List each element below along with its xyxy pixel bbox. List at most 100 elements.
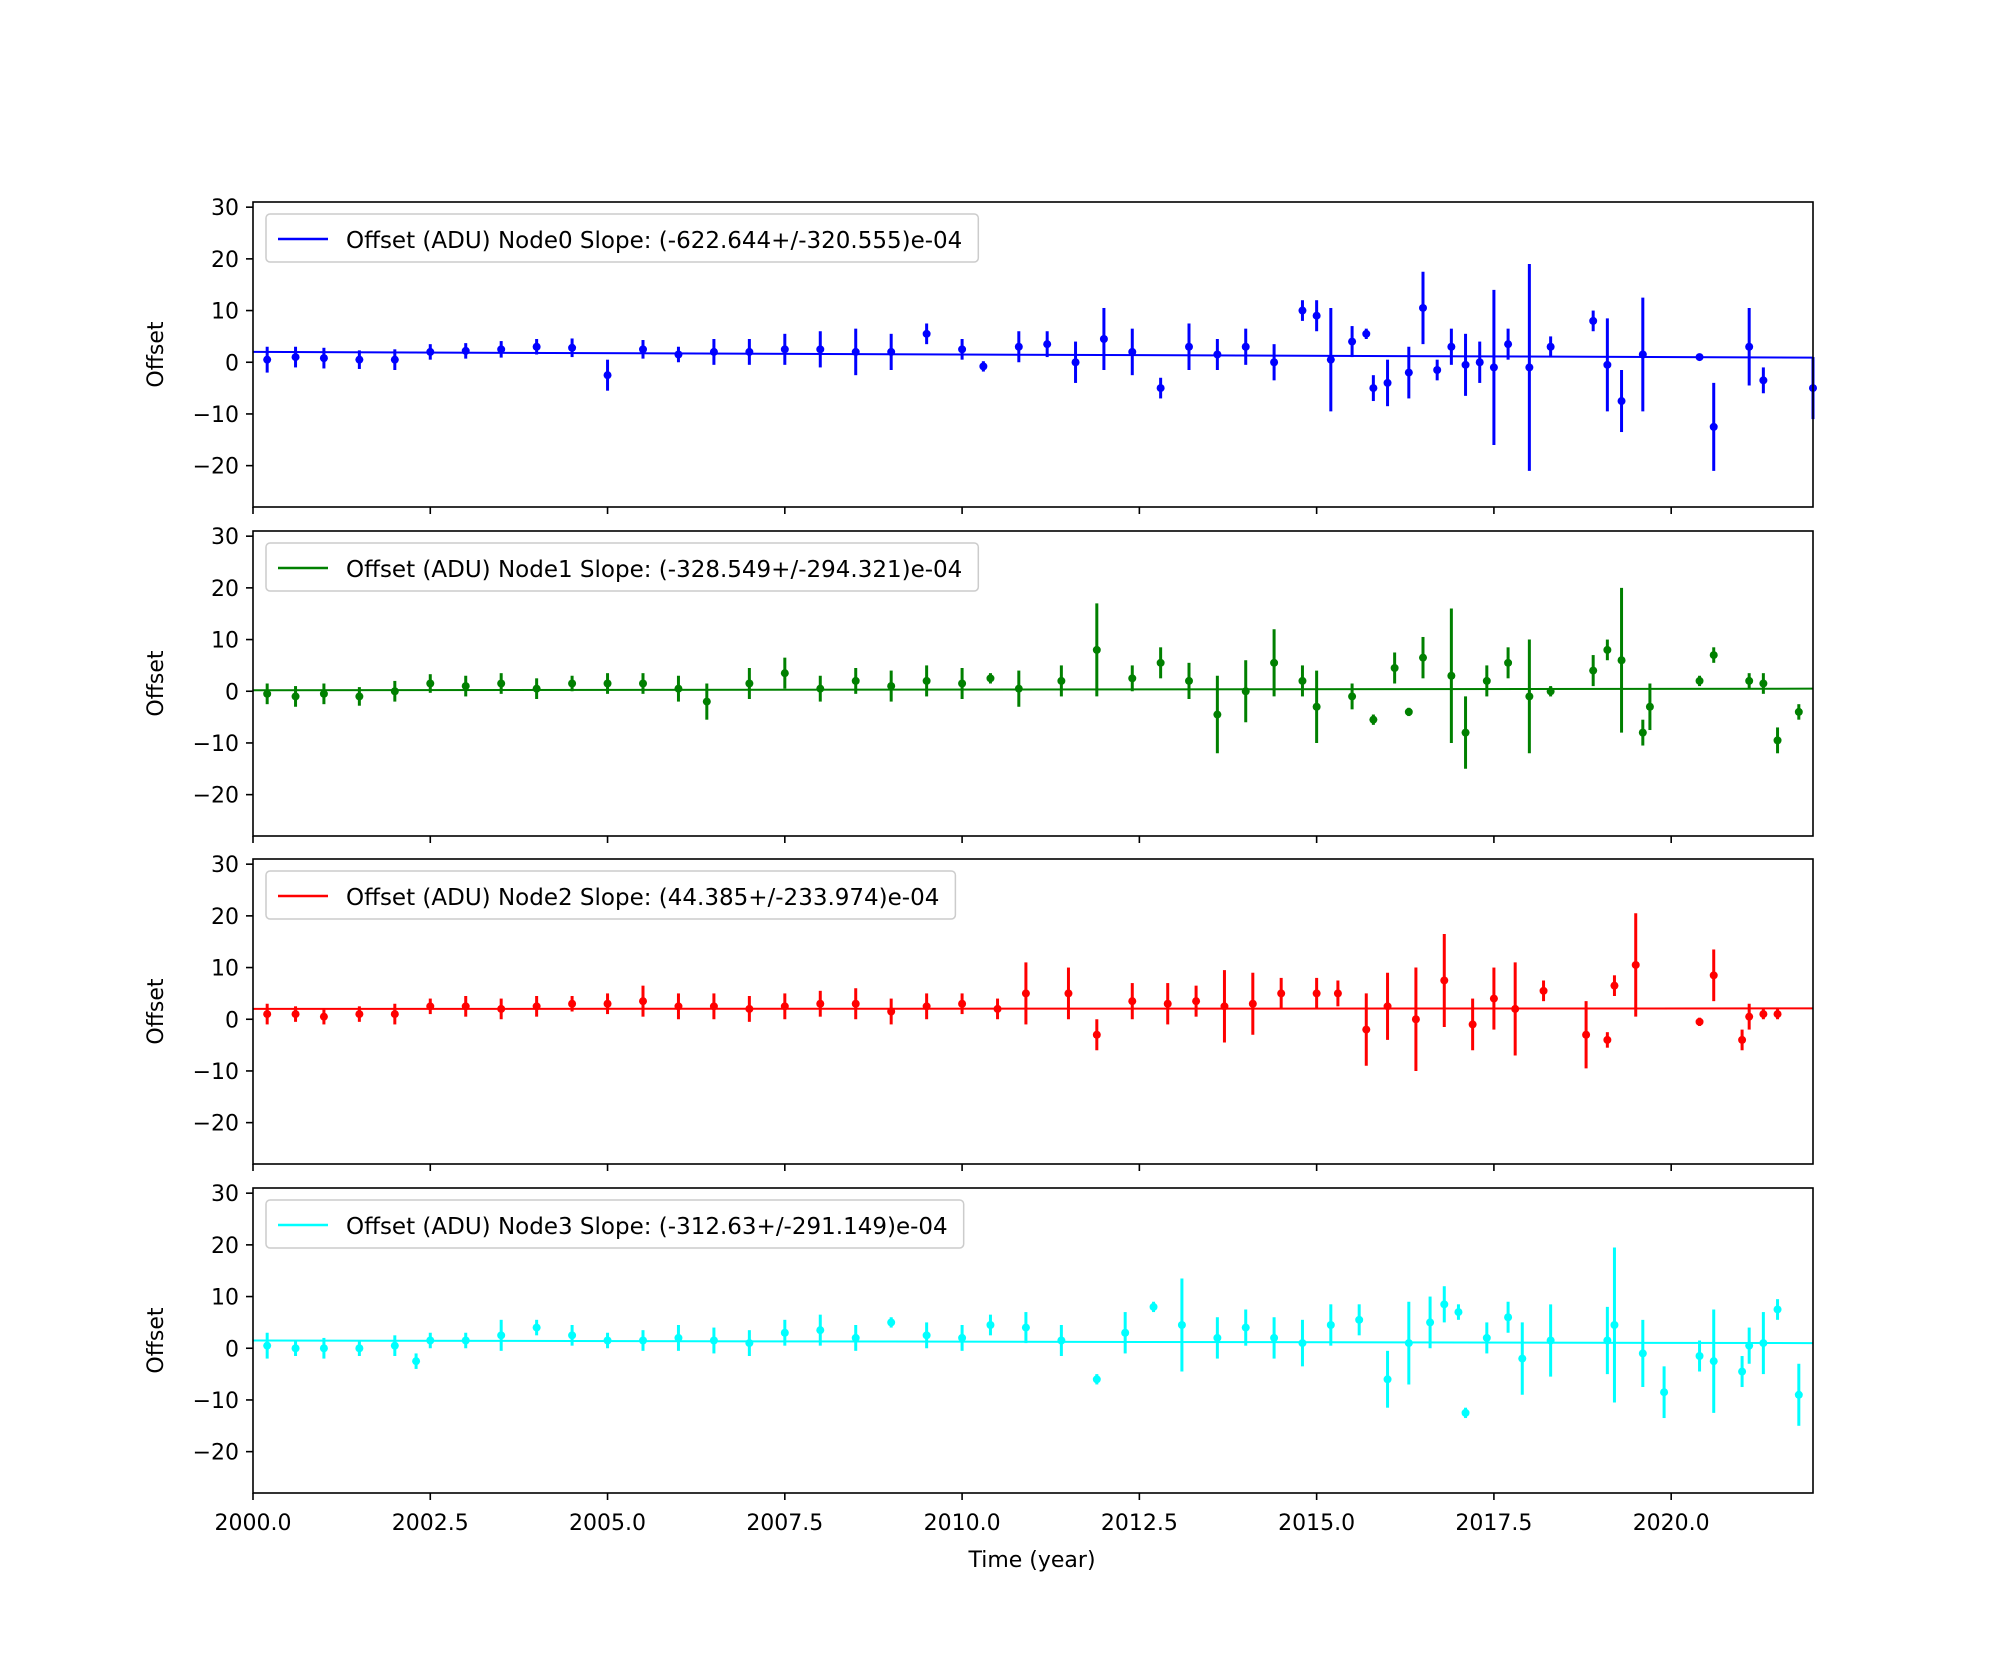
y-tick-label: 30 [211,853,239,878]
data-point [461,1002,470,1011]
data-point [1454,1308,1463,1317]
data-point [1092,1375,1101,1384]
data-point [1128,997,1137,1006]
fit-line [252,350,1814,359]
data-point [1794,707,1803,716]
data-point [1759,376,1768,385]
x-tick-label: 2020.0 [1633,1511,1710,1536]
node0-data-marks [252,264,1817,471]
data-point [1794,1390,1803,1399]
data-point [1695,676,1704,685]
node0-y-axis: −20 −10 0 10 20 30 [193,196,253,480]
data-point [390,355,399,364]
y-tick-label: 0 [225,351,239,376]
data-point [1504,1313,1513,1322]
x-tick-label: 2017.5 [1455,1511,1532,1536]
y-tick-label: −10 [193,1060,239,1085]
data-point [1759,679,1768,688]
data-point [1589,666,1598,675]
data-point [1241,342,1250,351]
data-point [603,1336,612,1345]
data-point [1369,384,1378,393]
data-point [1298,306,1307,315]
data-point [1461,728,1470,737]
data-point [745,1004,754,1013]
panel-node0: −20 −10 0 10 20 30 Offset Offset (ADU) Node0 … [144,196,1817,514]
data-point [1709,1357,1718,1366]
data-point [1057,1336,1066,1345]
panel-node2: −20 −10 0 10 20 30 Offset Offset (ADU) Node2 … [144,853,1814,1171]
data-point [1504,658,1513,667]
y-tick-label: −20 [193,455,239,480]
data-point [461,346,470,355]
data-point [1021,1323,1030,1332]
data-point [851,999,860,1008]
data-point [1220,1002,1229,1011]
y-tick-label: 20 [211,905,239,930]
data-point [1631,960,1640,969]
y-tick-label: 20 [211,577,239,602]
data-point [1709,422,1718,431]
data-point [1468,1020,1477,1029]
data-point [1638,1349,1647,1358]
y-tick-label: 20 [211,1234,239,1259]
data-point [1709,971,1718,980]
data-point [922,676,931,685]
data-point [390,1010,399,1019]
y-tick-label: 0 [225,1008,239,1033]
data-point [709,347,718,356]
data-point [1589,316,1598,325]
data-point [1021,989,1030,998]
y-tick-label: 10 [211,629,239,654]
data-point [958,1333,967,1342]
data-point [1099,334,1108,343]
data-point [639,1336,647,1345]
node3-legend-label: Offset (ADU) Node3 Slope: (-312.63+/-291… [346,1214,948,1240]
data-point [1525,692,1534,701]
y-tick-label: 30 [211,1182,239,1207]
data-point [1773,1305,1782,1314]
y-tick-label: 0 [225,1337,239,1362]
data-point [1695,1352,1704,1361]
data-point [497,345,506,354]
data-point [851,347,860,356]
data-point [1645,702,1654,711]
data-point [745,679,754,688]
data-point [1419,653,1427,662]
data-point [639,679,647,688]
data-point [1447,342,1456,351]
y-tick-label: 10 [211,1286,239,1311]
data-point [568,343,577,352]
data-point [1128,674,1137,683]
data-point [1057,676,1066,685]
data-point [993,1004,1002,1013]
x-tick-label: 2005.0 [569,1511,646,1536]
data-point [263,355,272,364]
data-point [1014,684,1023,693]
data-point [1638,728,1647,737]
data-point [1759,1339,1768,1348]
data-point [1603,1336,1612,1345]
data-point [1617,397,1626,406]
data-point [979,362,988,371]
data-point [1326,355,1335,364]
data-point [780,1328,789,1337]
y-tick-label: 30 [211,196,239,221]
node1-legend: Offset (ADU) Node1 Slope: (-328.549+/-29… [265,542,980,592]
data-point [291,353,300,362]
node1-legend-label: Offset (ADU) Node1 Slope: (-328.549+/-29… [346,557,962,583]
x-tick-label: 2002.5 [392,1511,469,1536]
data-point [674,684,683,693]
data-point [355,355,364,364]
data-point [390,1341,399,1350]
y-tick-label: 30 [211,525,239,550]
data-point [1440,976,1449,985]
x-tick-label: 2012.5 [1101,1511,1178,1536]
data-point [851,1333,860,1342]
data-point [639,997,647,1006]
node3-y-axis: −20 −10 0 10 20 30 [193,1182,253,1466]
data-point [1270,658,1279,667]
data-point [922,329,931,338]
data-point [1638,350,1647,359]
data-point [390,687,399,696]
